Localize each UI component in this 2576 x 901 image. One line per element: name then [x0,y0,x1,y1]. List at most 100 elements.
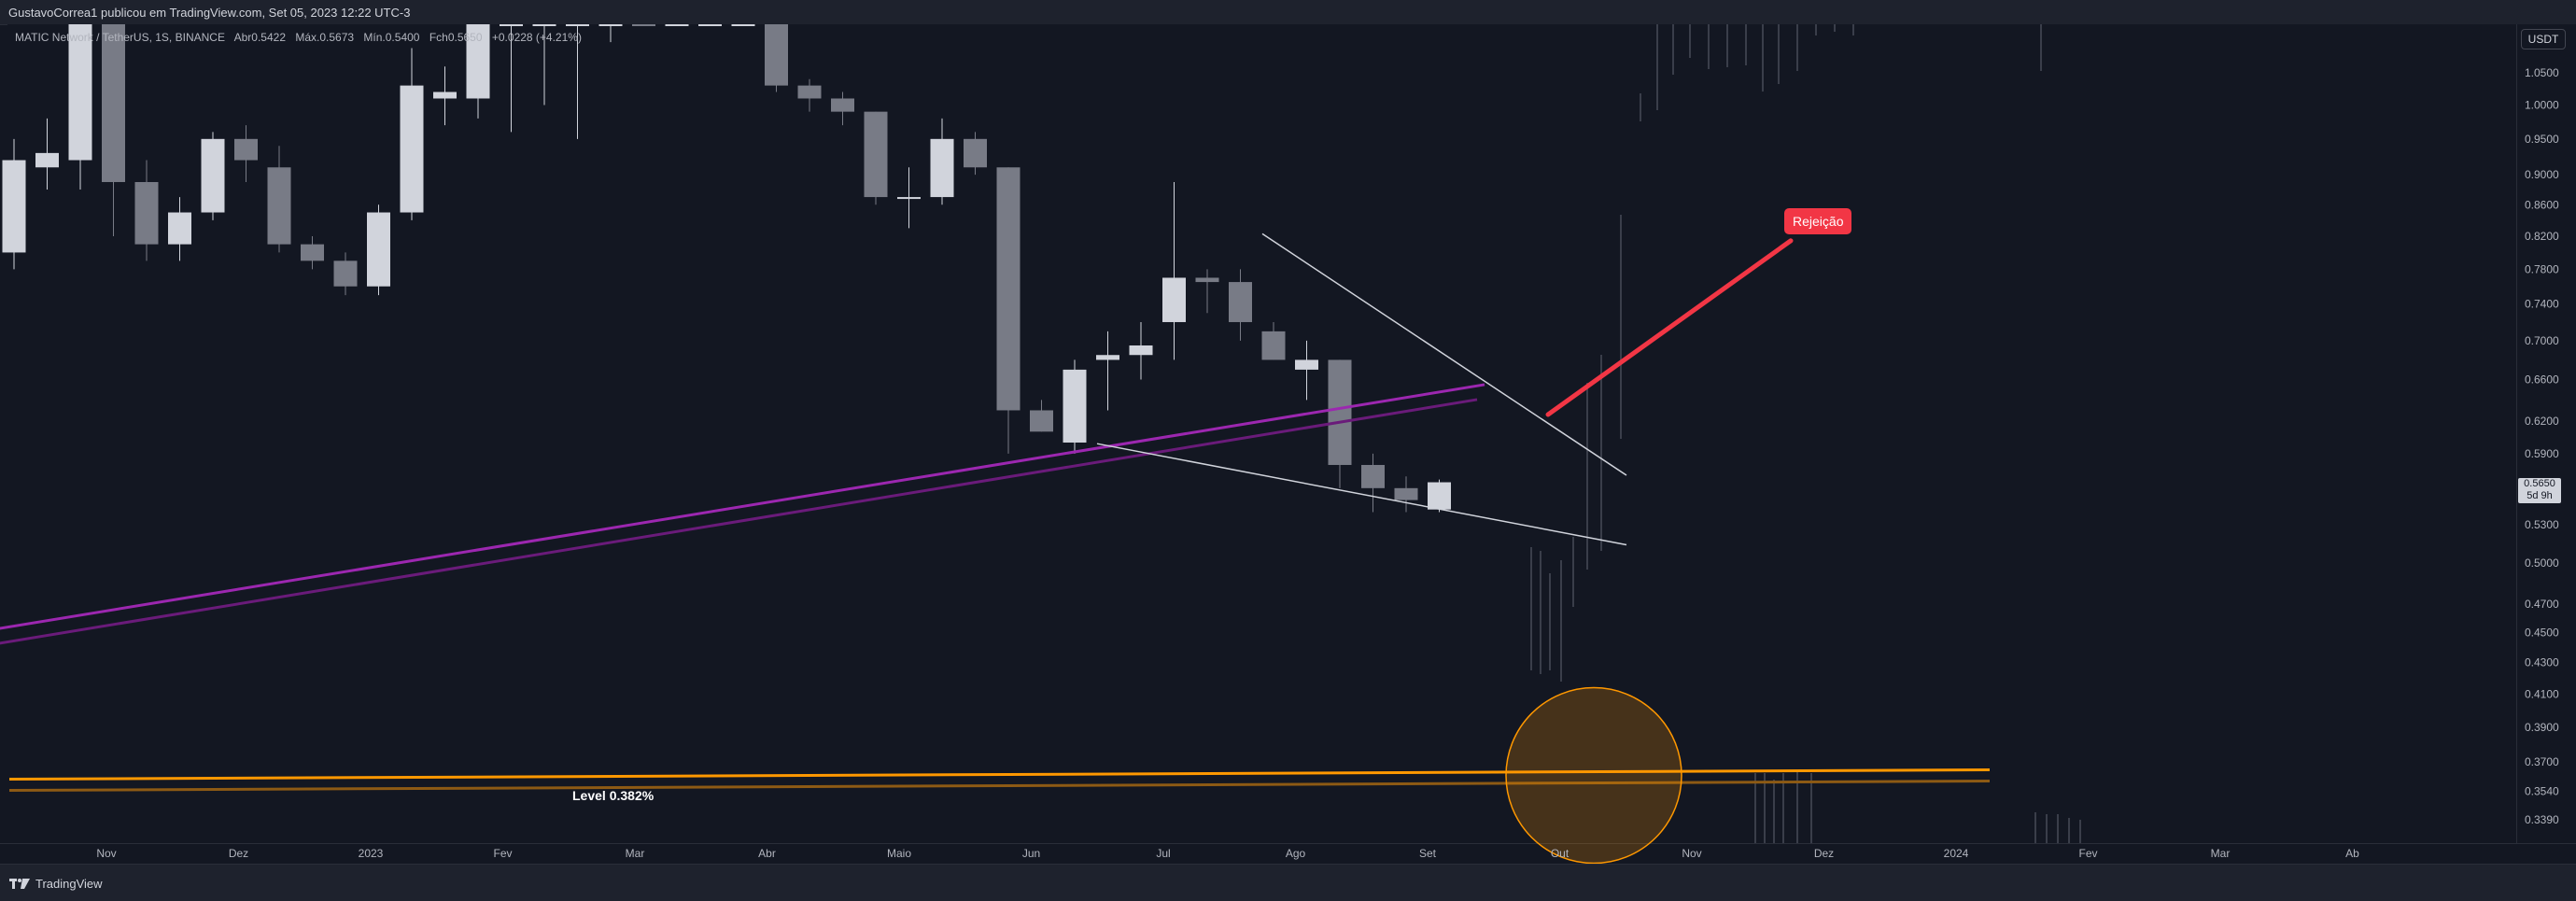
price-tick-label: 0.8600 [2525,198,2559,211]
time-tick-label: Nov [96,847,116,860]
candle-body [1129,345,1153,356]
price-tick-label: 0.3900 [2525,721,2559,734]
price-tick-label: 0.9000 [2525,168,2559,181]
legend-open: Abr0.5422 [233,31,287,44]
time-tick-label: 2024 [1944,847,1969,860]
candle-body [1030,410,1053,432]
level-line-upper [8,768,1991,781]
candle-body [566,24,589,26]
candle-body [1394,487,1418,500]
price-tick-label: 1.0000 [2525,99,2559,112]
candle-body [35,152,59,168]
chart-legend: MATIC Network / TetherUS, 1S, BINANCE Ab… [15,31,588,44]
candle-body [1229,282,1252,322]
candle-body [665,24,689,26]
candle-body [102,24,125,182]
price-tick-label: 0.5000 [2525,556,2559,570]
candle-body [1328,359,1352,465]
candle-body [831,98,854,112]
wedge-lower-line [1096,443,1627,546]
legend-high: Máx.0.5673 [295,31,355,44]
candle-body [598,24,623,26]
candle-body [301,244,324,261]
candle-body [1361,464,1385,488]
candle-body [897,197,921,200]
last-price-badge: 0.5650 5d 9h [2518,478,2561,503]
last-price-countdown: 5d 9h [2527,490,2553,501]
candle-body [930,138,954,198]
price-tick-label: 0.4300 [2525,656,2559,669]
candle-body [201,138,225,213]
candle-body [964,138,987,168]
candle-body [765,24,788,86]
candle-body [1096,355,1119,360]
time-axis[interactable] [0,843,2576,865]
rejection-label[interactable]: Rejeição [1784,208,1852,234]
time-tick-label: Mar [2211,847,2231,860]
candle-body [433,92,457,99]
time-tick-label: Jun [1022,847,1040,860]
candle-body [996,167,1021,411]
candle-body [134,181,159,245]
price-tick-label: 0.7400 [2525,298,2559,311]
tradingview-logo-icon [9,878,30,889]
candle-body [267,167,291,245]
candle-body [367,212,390,287]
candle-body [1195,277,1219,283]
candle-body [1261,331,1286,360]
price-tick-label: 0.5300 [2525,518,2559,531]
time-tick-label: 2023 [359,847,384,860]
price-tick-label: 0.3700 [2525,755,2559,768]
time-tick-label: Nov [1682,847,1701,860]
time-tick-label: Out [1551,847,1570,860]
publisher-info: GustavoCorrea1 publicou em TradingView.c… [8,6,411,20]
time-tick-label: Ab [2345,847,2359,860]
price-tick-label: 0.7000 [2525,334,2559,347]
candle-body [632,24,655,26]
brand-name: TradingView [35,877,103,891]
time-tick-label: Mar [626,847,645,860]
purple-trendline-upper [0,383,1485,630]
time-tick-label: Abr [758,847,776,860]
purple-trendline-lower [0,398,1478,645]
price-tick-label: 0.4700 [2525,598,2559,611]
bottom-bar: TradingView [0,864,2576,901]
price-tick-label: 0.5900 [2525,447,2559,460]
time-tick-label: Dez [1814,847,1834,860]
price-tick-label: 0.6600 [2525,373,2559,387]
candle-body [234,138,258,161]
time-tick-label: Fev [493,847,512,860]
price-tick-label: 0.9500 [2525,133,2559,146]
candle-body [400,85,424,213]
candle-body [698,24,722,26]
candle-body [500,24,523,26]
candle-body [1162,277,1186,322]
price-axis[interactable] [2516,24,2576,843]
legend-close: Fch0.5650 [429,31,483,44]
level-label[interactable]: Level 0.382% [572,788,655,803]
candle-body [2,160,26,253]
level-line-lower [8,780,1991,793]
candle-body [797,85,822,99]
price-tick-label: 0.6200 [2525,415,2559,428]
price-tick-label: 0.4100 [2525,687,2559,700]
time-tick-label: Fev [2078,847,2097,860]
price-tick-label: 0.3540 [2525,784,2559,797]
legend-symbol: MATIC Network / TetherUS, 1S, BINANCE [15,31,225,44]
target-circle [1505,686,1682,865]
brand[interactable]: TradingView [9,877,103,891]
wedge-upper-line [1261,232,1627,476]
rejection-arrow [1545,238,1794,417]
time-tick-label: Ago [1286,847,1306,860]
candle-body [864,111,888,198]
candle-body [1063,369,1087,443]
candle-body [1428,482,1451,510]
price-tick-label: 0.8200 [2525,230,2559,243]
candle-body [466,24,490,99]
candle-body [1295,359,1318,370]
price-tick-label: 1.0500 [2525,66,2559,79]
price-tick-label: 0.4500 [2525,626,2559,640]
currency-button[interactable]: USDT [2521,29,2566,49]
time-tick-label: Jul [1156,847,1170,860]
